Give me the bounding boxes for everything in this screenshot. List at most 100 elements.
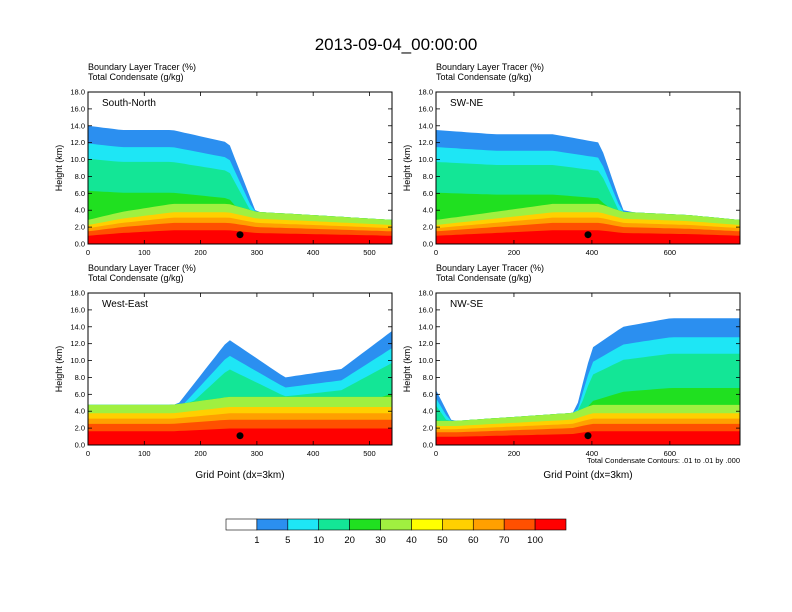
x-tick-label: 600 [664, 449, 677, 458]
location-marker [584, 432, 592, 440]
plot-frame [435, 292, 741, 446]
y-tick-label: 12.0 [70, 339, 85, 348]
y-tick-label: 0.0 [75, 441, 85, 450]
x-tick-label: 200 [194, 449, 207, 458]
x-tick-label: 400 [586, 449, 599, 458]
panel-south-north: Boundary Layer Tracer (%)Total Condensat… [54, 62, 393, 257]
y-tick-label: 14.0 [418, 322, 433, 331]
y-tick-label: 10.0 [418, 155, 433, 164]
x-tick-label: 500 [363, 248, 376, 257]
y-tick-label: 4.0 [75, 407, 85, 416]
colorbar-label: 50 [437, 535, 448, 546]
panel-header-tracer: Boundary Layer Tracer (%) [436, 263, 544, 273]
plot-frame [87, 292, 393, 446]
panel-sw-ne: Boundary Layer Tracer (%)Total Condensat… [402, 62, 741, 257]
y-tick-label: 2.0 [423, 223, 433, 232]
x-tick-label: 400 [586, 248, 599, 257]
colorbar-label: 10 [313, 535, 324, 546]
figure-note: Total Condensate Contours: .01 to .01 by… [587, 456, 740, 465]
x-tick-label: 500 [363, 449, 376, 458]
x-tick-label: 600 [664, 248, 677, 257]
y-tick-label: 10.0 [70, 356, 85, 365]
panel-header-tracer: Boundary Layer Tracer (%) [88, 62, 196, 72]
y-axis-label: Height (km) [402, 145, 412, 192]
y-tick-label: 14.0 [70, 322, 85, 331]
x-tick-label: 0 [86, 449, 90, 458]
y-tick-label: 16.0 [418, 104, 433, 113]
main-title: 2013-09-04_00:00:00 [315, 35, 478, 54]
x-tick-label: 100 [138, 248, 151, 257]
colorbar-box [349, 518, 381, 531]
plot-frame [435, 91, 741, 245]
y-axis-label: Height (km) [54, 346, 64, 393]
panel-header-condensate: Total Condensate (g/kg) [88, 273, 184, 283]
x-tick-label: 200 [508, 248, 521, 257]
y-tick-label: 6.0 [75, 390, 85, 399]
tracer-field [436, 318, 740, 445]
colorbar-label: 30 [375, 535, 386, 546]
colorbar-label: 60 [468, 535, 479, 546]
panel-header-tracer: Boundary Layer Tracer (%) [436, 62, 544, 72]
x-tick-label: 200 [508, 449, 521, 458]
panel-header-tracer: Boundary Layer Tracer (%) [88, 263, 196, 273]
colorbar-box [380, 518, 412, 531]
y-axis-label: Height (km) [402, 346, 412, 393]
y-tick-label: 12.0 [418, 339, 433, 348]
y-tick-label: 10.0 [70, 155, 85, 164]
colorbar-label: 5 [285, 535, 290, 546]
y-tick-label: 6.0 [423, 390, 433, 399]
colorbar-label: 100 [527, 535, 543, 546]
colorbar-box [256, 518, 289, 531]
y-tick-label: 2.0 [423, 424, 433, 433]
x-tick-label: 400 [307, 248, 320, 257]
x-tick-label: 0 [86, 248, 90, 257]
x-tick-label: 200 [194, 248, 207, 257]
y-tick-label: 16.0 [70, 305, 85, 314]
y-tick-label: 6.0 [75, 189, 85, 198]
x-tick-label: 300 [251, 449, 264, 458]
y-tick-label: 0.0 [75, 240, 85, 249]
colorbar-label: 1 [254, 535, 259, 546]
colorbar-box [287, 518, 320, 531]
plot-frame [87, 91, 393, 245]
colorbar-box [225, 518, 258, 531]
x-tick-label: 400 [307, 449, 320, 458]
x-tick-label: 0 [434, 449, 438, 458]
location-marker [236, 231, 244, 239]
y-tick-label: 10.0 [418, 356, 433, 365]
panel-nw-se: Boundary Layer Tracer (%) Total Condensat… [402, 263, 741, 481]
x-axis-label: Grid Point (dx=3km) [543, 470, 632, 481]
colorbar-box [442, 518, 474, 531]
y-tick-label: 18.0 [70, 88, 85, 97]
colorbar-box [534, 518, 567, 531]
y-tick-label: 4.0 [75, 206, 85, 215]
tracer-field [88, 331, 392, 445]
colorbar-box [472, 518, 505, 531]
y-tick-label: 12.0 [70, 138, 85, 147]
colorbar-label: 40 [406, 535, 417, 546]
y-tick-label: 12.0 [418, 138, 433, 147]
y-tick-label: 2.0 [75, 424, 85, 433]
y-tick-label: 14.0 [418, 121, 433, 130]
x-tick-label: 0 [434, 248, 438, 257]
colorbar-box [503, 518, 536, 531]
location-marker [584, 231, 592, 239]
x-tick-label: 300 [251, 248, 264, 257]
panels: Boundary Layer Tracer (%)Total Condensat… [54, 62, 741, 481]
panel-west-east: Boundary Layer Tracer (%)Total Condensat… [54, 263, 393, 481]
panel-label: South-North [102, 98, 156, 109]
y-tick-label: 16.0 [70, 104, 85, 113]
panel-label: NW-SE [450, 299, 483, 310]
colorbar-box [318, 518, 350, 531]
y-tick-label: 18.0 [418, 88, 433, 97]
x-axis-label: Grid Point (dx=3km) [195, 470, 284, 481]
y-tick-label: 2.0 [75, 223, 85, 232]
y-tick-label: 6.0 [423, 189, 433, 198]
panel-header-condensate: Total Condensate (g/kg) [88, 72, 184, 82]
y-tick-label: 0.0 [423, 441, 433, 450]
y-tick-label: 8.0 [423, 172, 433, 181]
tracer-field [436, 130, 740, 244]
panel-label: SW-NE [450, 98, 483, 109]
x-tick-label: 100 [138, 449, 151, 458]
